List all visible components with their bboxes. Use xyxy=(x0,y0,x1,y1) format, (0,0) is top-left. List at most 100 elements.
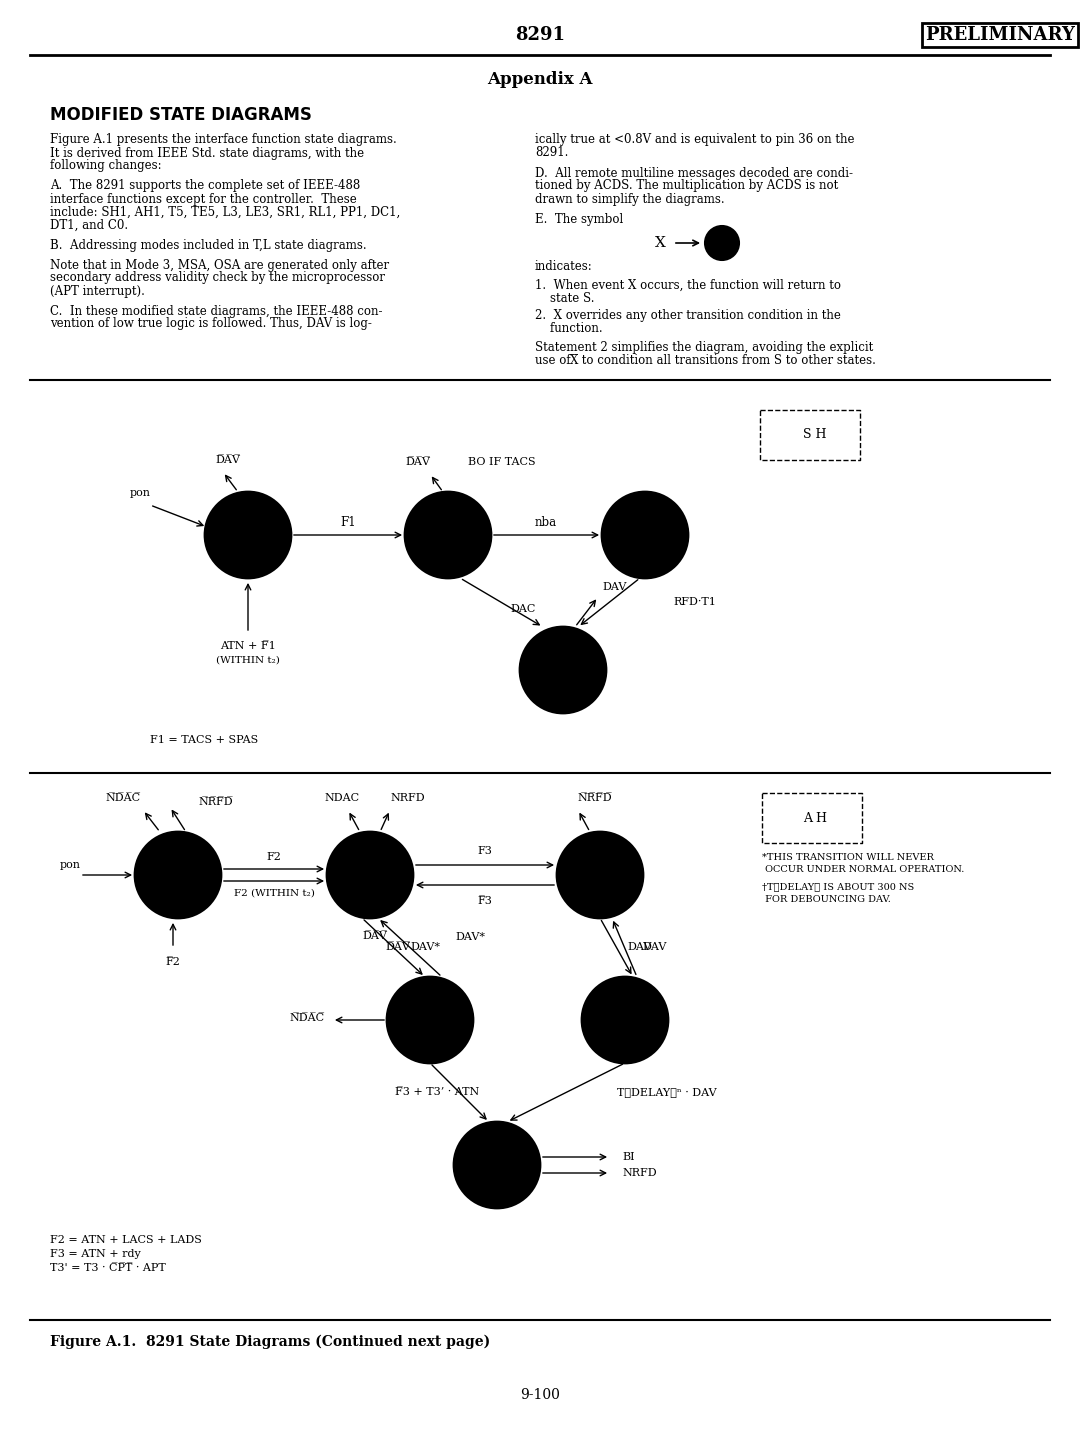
Circle shape xyxy=(602,491,688,578)
Text: PRELIMINARY: PRELIMINARY xyxy=(926,26,1075,45)
Text: S H: S H xyxy=(804,428,827,441)
Text: Statement 2 simplifies the diagram, avoiding the explicit: Statement 2 simplifies the diagram, avoi… xyxy=(535,342,874,355)
Text: OCCUR UNDER NORMAL OPERATION.: OCCUR UNDER NORMAL OPERATION. xyxy=(762,865,964,875)
Text: following changes:: following changes: xyxy=(50,160,162,172)
Text: FOR DEBOUNCING DAV.: FOR DEBOUNCING DAV. xyxy=(762,895,891,904)
Circle shape xyxy=(454,1122,540,1209)
Text: 1.  When event X occurs, the function will return to: 1. When event X occurs, the function wil… xyxy=(535,279,841,292)
Circle shape xyxy=(582,977,669,1063)
Text: ADYS: ADYS xyxy=(609,1015,640,1025)
Text: 8291.: 8291. xyxy=(535,147,568,160)
Text: F2: F2 xyxy=(267,852,282,862)
Text: S: S xyxy=(717,236,727,250)
Circle shape xyxy=(519,627,606,713)
Text: 8291: 8291 xyxy=(515,26,565,45)
Circle shape xyxy=(135,832,221,918)
Text: tioned by ACDS. The multiplication by ACDS is not: tioned by ACDS. The multiplication by AC… xyxy=(535,180,838,193)
Text: SDYS: SDYS xyxy=(630,530,661,540)
Text: A H: A H xyxy=(804,812,827,825)
Text: DT1, and C0.: DT1, and C0. xyxy=(50,218,129,231)
Text: NRFD: NRFD xyxy=(622,1168,657,1178)
Text: ATN + F̅1: ATN + F̅1 xyxy=(220,641,275,651)
Text: indicates:: indicates: xyxy=(535,260,593,273)
Text: 9-100: 9-100 xyxy=(521,1388,559,1403)
Circle shape xyxy=(387,977,473,1063)
Text: N̅R̅F̅D̅: N̅R̅F̅D̅ xyxy=(199,798,233,808)
Text: drawn to simplify the diagrams.: drawn to simplify the diagrams. xyxy=(535,193,725,205)
Text: SIDS: SIDS xyxy=(233,522,262,532)
Text: T3' = T3 · C̅P̅T̅ · APT: T3' = T3 · C̅P̅T̅ · APT xyxy=(50,1263,165,1273)
Text: F2 = ATN + LACS + LADS: F2 = ATN + LACS + LADS xyxy=(50,1234,202,1244)
Text: Note that in Mode 3, MSA, OSA are generated only after: Note that in Mode 3, MSA, OSA are genera… xyxy=(50,259,389,272)
Text: A.  The 8291 supports the complete set of IEEE-488: A. The 8291 supports the complete set of… xyxy=(50,180,361,193)
Text: DAV*: DAV* xyxy=(410,943,440,951)
Text: use of: use of xyxy=(535,355,575,368)
Text: F2 (WITHIN t₂): F2 (WITHIN t₂) xyxy=(233,888,314,898)
Text: D.  All remote multiline messages decoded are condi-: D. All remote multiline messages decoded… xyxy=(535,167,853,180)
Text: ANRS: ANRS xyxy=(353,869,387,879)
Text: +: + xyxy=(443,532,453,542)
Text: AIDS: AIDS xyxy=(163,869,192,879)
Text: DAV: DAV xyxy=(627,943,652,951)
Text: RFD·T1: RFD·T1 xyxy=(673,596,716,606)
Text: D̅A̅V̅: D̅A̅V̅ xyxy=(216,456,241,466)
Text: It is derived from IEEE Std. state diagrams, with the: It is derived from IEEE Std. state diagr… xyxy=(50,147,364,160)
Text: F̅3: F̅3 xyxy=(477,897,492,905)
Text: D̅A̅V̅: D̅A̅V̅ xyxy=(386,943,410,951)
Text: DAV*: DAV* xyxy=(455,933,485,943)
Text: to condition all transitions from S to other states.: to condition all transitions from S to o… xyxy=(578,355,876,368)
Text: +: + xyxy=(243,532,253,542)
Text: †T₝DELAY₞ IS ABOUT 300 NS: †T₝DELAY₞ IS ABOUT 300 NS xyxy=(762,882,915,891)
Text: C.  In these modified state diagrams, the IEEE-488 con-: C. In these modified state diagrams, the… xyxy=(50,305,382,318)
Text: BI: BI xyxy=(622,1152,635,1163)
Text: DAV: DAV xyxy=(643,943,667,951)
Text: BO IF TACS: BO IF TACS xyxy=(468,457,536,467)
Circle shape xyxy=(205,491,291,578)
Text: (APT interrupt).: (APT interrupt). xyxy=(50,285,145,297)
Text: ically true at <0.8V and is equivalent to pin 36 on the: ically true at <0.8V and is equivalent t… xyxy=(535,134,854,147)
Text: N̅D̅A̅C̅: N̅D̅A̅C̅ xyxy=(106,793,140,803)
Text: interface functions except for the controller.  These: interface functions except for the contr… xyxy=(50,193,356,205)
Text: F1 = TACS + SPAS: F1 = TACS + SPAS xyxy=(150,734,258,744)
Text: vention of low true logic is followed. Thus, DAV is log-: vention of low true logic is followed. T… xyxy=(50,318,372,331)
Circle shape xyxy=(405,491,491,578)
Text: MODIFIED STATE DIAGRAMS: MODIFIED STATE DIAGRAMS xyxy=(50,106,312,124)
Text: B.  Addressing modes included in T,L state diagrams.: B. Addressing modes included in T,L stat… xyxy=(50,239,366,251)
Text: T₝DELAY₞ⁿ · DAV: T₝DELAY₞ⁿ · DAV xyxy=(617,1086,717,1096)
Text: NDAC: NDAC xyxy=(324,793,360,803)
Text: nba: nba xyxy=(535,516,557,529)
Text: Appendix A: Appendix A xyxy=(487,72,593,89)
Text: SIWS: SIWS xyxy=(232,542,264,552)
Text: *THIS TRANSITION WILL NEVER: *THIS TRANSITION WILL NEVER xyxy=(762,852,934,862)
Text: F̅2: F̅2 xyxy=(165,957,180,967)
Text: DAV: DAV xyxy=(603,582,627,592)
Text: F̅3 + T3’ · ATN: F̅3 + T3’ · ATN xyxy=(395,1086,480,1096)
Text: D̅A̅V̅: D̅A̅V̅ xyxy=(406,457,431,467)
Text: Figure A.1.  8291 State Diagrams (Continued next page): Figure A.1. 8291 State Diagrams (Continu… xyxy=(50,1335,490,1349)
Text: secondary address validity check by the microprocessor: secondary address validity check by the … xyxy=(50,272,384,285)
Text: DAC: DAC xyxy=(511,604,536,614)
Text: SWNS: SWNS xyxy=(430,542,467,552)
Text: NRFD: NRFD xyxy=(391,793,426,803)
Text: SGNS: SGNS xyxy=(431,522,464,532)
Text: F3 = ATN + rdy: F3 = ATN + rdy xyxy=(50,1249,140,1259)
Text: X: X xyxy=(654,236,665,250)
Text: Figure A.1 presents the interface function state diagrams.: Figure A.1 presents the interface functi… xyxy=(50,134,396,147)
Text: STRS: STRS xyxy=(548,665,579,675)
Text: D̅A̅V̅: D̅A̅V̅ xyxy=(363,931,388,941)
Text: ACRS: ACRS xyxy=(584,869,617,879)
Circle shape xyxy=(705,226,739,260)
Text: N̅D̅A̅C̅: N̅D̅A̅C̅ xyxy=(289,1013,325,1023)
Circle shape xyxy=(557,832,643,918)
Text: ACDS: ACDS xyxy=(481,1160,513,1170)
Text: pon: pon xyxy=(130,489,150,499)
Text: state S.: state S. xyxy=(535,292,594,305)
Text: F1: F1 xyxy=(340,516,355,529)
Text: pon: pon xyxy=(59,859,81,869)
Text: AWNS: AWNS xyxy=(411,1015,448,1025)
Text: 2.  X overrides any other transition condition in the: 2. X overrides any other transition cond… xyxy=(535,309,841,322)
Text: F3: F3 xyxy=(477,846,492,856)
Text: N̅R̅F̅D̅: N̅R̅F̅D̅ xyxy=(578,793,612,803)
Text: X̅: X̅ xyxy=(570,355,579,368)
Circle shape xyxy=(327,832,413,918)
